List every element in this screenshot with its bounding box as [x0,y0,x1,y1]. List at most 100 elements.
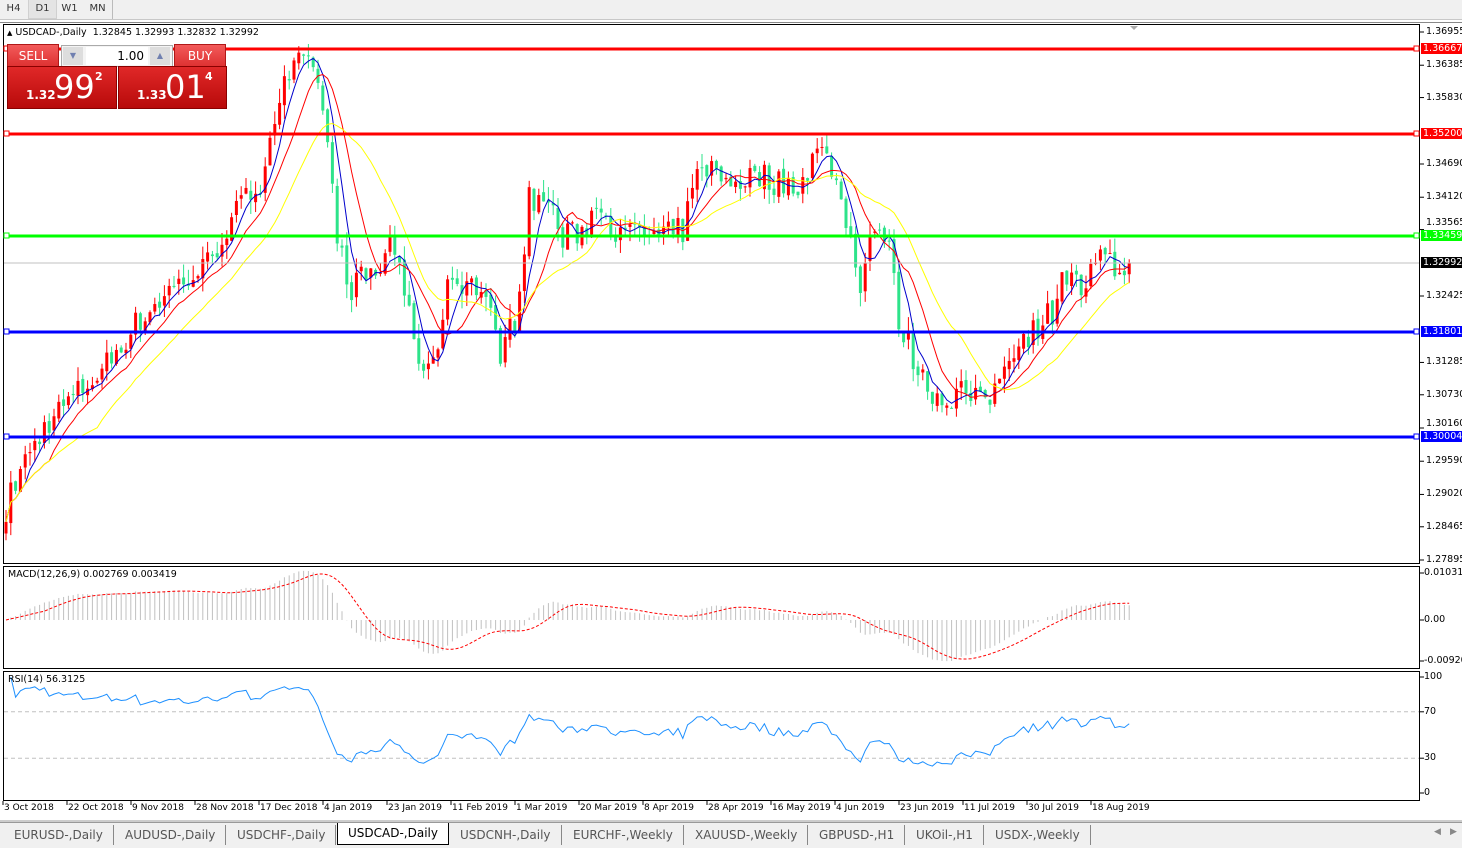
price-tick-label: 1.35830 [1426,91,1462,103]
candle-body [772,188,776,195]
timeframe-d1[interactable]: D1 [28,0,57,19]
timeframe-mn[interactable]: MN [89,3,106,14]
candle-body [1050,300,1054,325]
chart-tab[interactable]: USDCNH-,Daily [450,825,562,845]
date-label: 28 Apr 2019 [708,803,764,813]
macd-tick-label: 0.00 [1424,614,1446,625]
chart-tabs-bar: EURUSD-,Daily AUDUSD-,Daily USDCHF-,Daily U… [0,822,1462,848]
candle-body [42,422,46,443]
buy-button[interactable]: BUY [174,44,226,68]
main-pane [3,24,1420,564]
candle-body [431,357,435,364]
candle-body [974,387,978,400]
candle-body [76,380,80,396]
rsi-tick-label: 30 [1424,752,1437,764]
candle-body [66,396,70,406]
chart-tab[interactable]: AUDUSD-,Daily [115,825,227,845]
candle-body [878,229,882,231]
candle-body [652,230,656,234]
lot-increase-icon[interactable]: ▲ [150,47,170,65]
scroll-left-icon[interactable]: ◀ [1434,827,1441,837]
candle-body [609,215,613,235]
candle-body [1113,251,1117,277]
lot-size-input[interactable]: 1.00 [86,47,148,65]
candle-body [734,181,738,188]
candle-body [254,193,258,203]
candle-body [196,276,200,279]
candle-body [556,207,560,229]
sell-button[interactable]: SELL [7,44,59,68]
candle-body [983,390,987,398]
candle-body [662,226,666,234]
candle-body [839,181,843,200]
date-label: 22 Oct 2018 [68,803,124,813]
candle-body [1046,303,1050,324]
candle-body [585,228,589,235]
candle-body [537,195,541,213]
date-label: 23 Jun 2019 [900,803,955,813]
lot-decrease-icon[interactable]: ▼ [63,47,83,65]
scroll-right-icon[interactable]: ▶ [1450,827,1457,837]
candle-body [268,137,272,166]
candle-body [570,222,574,224]
price-tick-label: 1.31285 [1426,356,1462,368]
sell-quote[interactable]: 1.32 99 2 [7,66,117,109]
candle-body [340,245,344,248]
candle-body [911,333,915,370]
date-label: 3 Oct 2018 [4,803,54,813]
candle-body [887,240,891,242]
candle-body [743,186,747,188]
level-handle-right [1413,130,1420,137]
candle-body [292,60,296,80]
candle-body [849,226,853,237]
timeframe-h4[interactable]: H4 [6,3,21,14]
candle-body [134,312,138,335]
candle-body [105,352,109,372]
candle-body [354,272,358,298]
candle-body [210,254,214,257]
candle-body [978,386,982,392]
chart-tab[interactable]: XAUUSD-,Weekly [685,825,809,845]
price-tick-label: 1.28465 [1426,520,1462,532]
candle-body [868,235,872,261]
candle-body [897,271,901,330]
chart-tab[interactable]: USDCHF-,Daily [227,825,337,845]
candle-body [330,142,334,184]
candle-body [138,313,142,330]
buy-quote[interactable]: 1.33 01 4 [118,66,227,109]
candle-body [921,369,925,373]
candle-body [954,388,958,409]
candle-body [441,319,445,349]
candle-body [494,305,498,330]
chart-tab[interactable]: UKOil-,H1 [906,825,984,845]
date-label: 4 Jun 2019 [836,803,885,813]
chart-tab[interactable]: GBPUSD-,H1 [809,825,906,845]
chart-tab[interactable]: USDX-,Weekly [985,825,1091,845]
candle-body [278,102,282,125]
buy-price-prefix: 1.33 [137,88,167,102]
candle-body [1070,272,1074,287]
price-tick-label: 1.29020 [1426,488,1462,500]
candle-body [124,349,128,354]
macd-tick-label: -0.009203 [1424,655,1462,666]
candle-body [532,188,536,211]
macd-signal-line [5,573,1130,660]
candle-body [57,401,61,419]
chart-tab[interactable]: EURCHF-,Weekly [563,825,684,845]
chart-tab[interactable]: USDCAD-,Daily [337,823,449,845]
candle-body [450,277,454,280]
candle-body [206,252,210,262]
candle-body [119,347,123,353]
collapse-triangle-icon[interactable]: ▲ [7,29,13,37]
candle-body [234,200,238,215]
moving-average-line [5,122,1130,522]
candle-body [786,177,790,196]
timeframe-w1[interactable]: W1 [61,3,78,14]
candle-body [628,224,632,227]
candle-body [422,363,426,371]
candle-body [114,349,118,364]
candle-body [1118,272,1122,275]
chart-tab[interactable]: EURUSD-,Daily [4,825,114,845]
level-price-tag: 1.31801 [1421,326,1462,337]
